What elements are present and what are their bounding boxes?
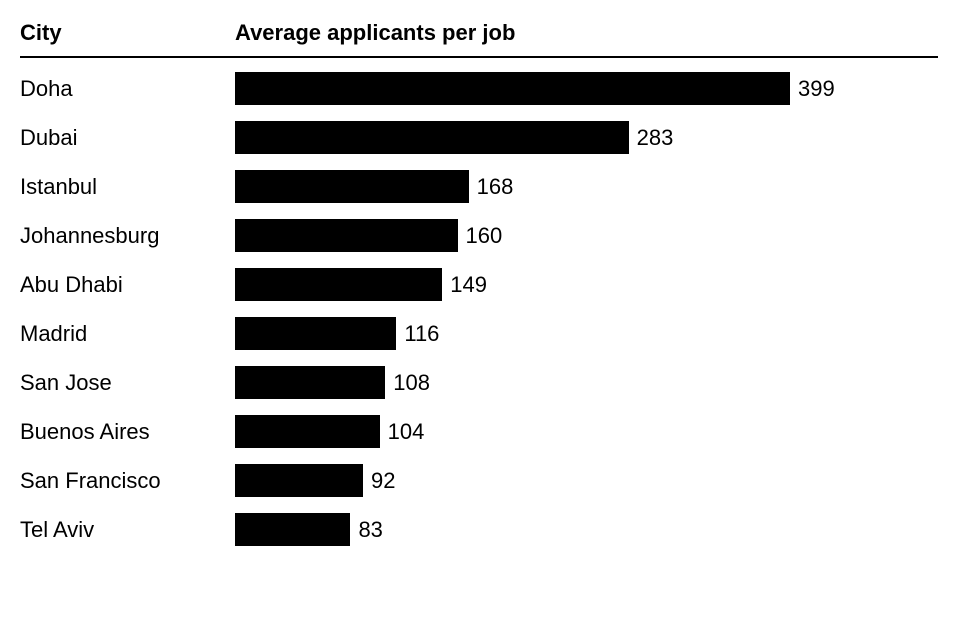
header-city-label: City [20,20,235,46]
city-label: Madrid [20,323,235,345]
value-label: 149 [450,274,487,296]
data-row: Buenos Aires 104 [20,415,938,448]
header-value-label: Average applicants per job [235,20,515,46]
city-label: San Francisco [20,470,235,492]
bar-area: 83 [235,513,938,546]
bar-area: 116 [235,317,938,350]
bar-area: 283 [235,121,938,154]
bar [235,464,363,497]
value-label: 108 [393,372,430,394]
data-row: San Francisco 92 [20,464,938,497]
bar-area: 92 [235,464,938,497]
city-label: Abu Dhabi [20,274,235,296]
data-row: San Jose 108 [20,366,938,399]
bar [235,170,469,203]
bar-area: 168 [235,170,938,203]
city-label: Doha [20,78,235,100]
value-label: 83 [358,519,382,541]
bar-area: 399 [235,72,938,105]
bar [235,121,629,154]
city-label: Istanbul [20,176,235,198]
bar [235,219,458,252]
city-label: Buenos Aires [20,421,235,443]
bar-area: 149 [235,268,938,301]
data-row: Tel Aviv 83 [20,513,938,546]
value-label: 104 [388,421,425,443]
bar-area: 104 [235,415,938,448]
chart-rows: Doha 399 Dubai 283 Istanbul 168 Johannesburg 16… [20,72,938,546]
value-label: 399 [798,78,835,100]
data-row: Istanbul 168 [20,170,938,203]
bar [235,317,396,350]
data-row: Johannesburg 160 [20,219,938,252]
value-label: 168 [477,176,514,198]
data-row: Doha 399 [20,72,938,105]
bar-area: 160 [235,219,938,252]
bar-area: 108 [235,366,938,399]
chart-header-row: City Average applicants per job [20,20,938,58]
bar [235,72,790,105]
city-label: Dubai [20,127,235,149]
data-row: Dubai 283 [20,121,938,154]
bar [235,366,385,399]
data-row: Madrid 116 [20,317,938,350]
value-label: 116 [404,323,439,345]
bar [235,513,350,546]
city-label: Johannesburg [20,225,235,247]
bar [235,415,380,448]
data-row: Abu Dhabi 149 [20,268,938,301]
value-label: 92 [371,470,395,492]
city-label: Tel Aviv [20,519,235,541]
value-label: 160 [466,225,503,247]
city-label: San Jose [20,372,235,394]
bar [235,268,442,301]
applicants-bar-chart: City Average applicants per job Doha399D… [20,20,938,546]
value-label: 283 [637,127,674,149]
